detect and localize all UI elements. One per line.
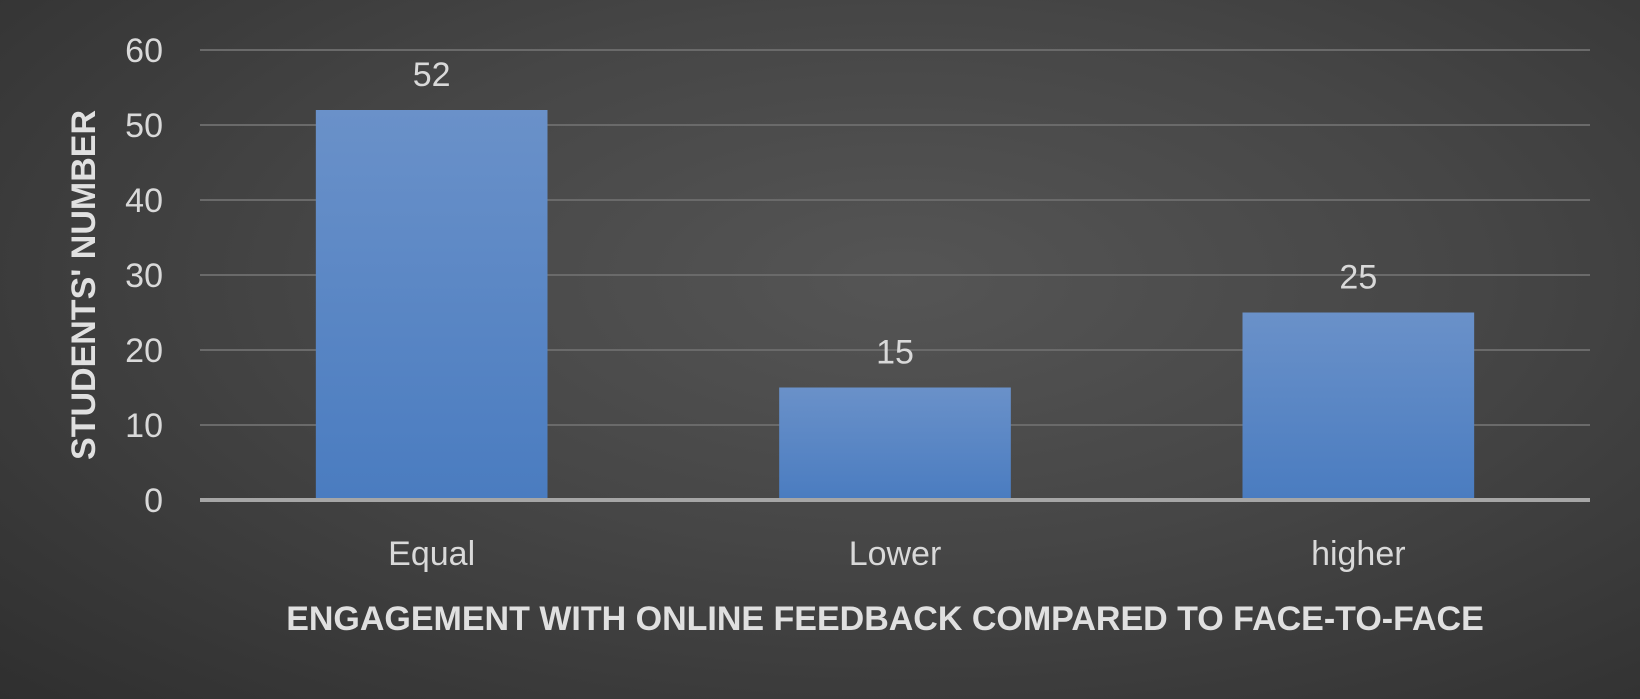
data-label: 25 bbox=[1339, 259, 1377, 297]
y-tick-label: 0 bbox=[144, 482, 163, 520]
data-labels: 52 15 25 bbox=[413, 56, 1377, 372]
x-category-label: higher bbox=[1311, 535, 1406, 573]
bars bbox=[315, 110, 1475, 500]
data-label: 15 bbox=[876, 334, 914, 372]
y-tick-label: 30 bbox=[125, 257, 163, 295]
y-tick-label: 40 bbox=[125, 182, 163, 220]
y-axis-title: STUDENTS' NUMBER bbox=[65, 110, 103, 460]
y-axis-ticks: 0 10 20 30 40 50 60 bbox=[125, 32, 163, 520]
bar-lower bbox=[779, 387, 1011, 500]
y-tick-label: 10 bbox=[125, 407, 163, 445]
x-axis-title: ENGAGEMENT WITH ONLINE FEEDBACK COMPARED… bbox=[286, 600, 1484, 638]
bar-higher bbox=[1242, 312, 1475, 500]
x-axis-categories: Equal Lower higher bbox=[388, 535, 1405, 573]
bar-equal bbox=[315, 110, 548, 500]
data-label: 52 bbox=[413, 56, 451, 94]
x-category-label: Equal bbox=[388, 535, 475, 573]
y-tick-label: 60 bbox=[125, 32, 163, 70]
y-tick-label: 50 bbox=[125, 107, 163, 145]
x-category-label: Lower bbox=[849, 535, 942, 573]
y-tick-label: 20 bbox=[125, 332, 163, 370]
